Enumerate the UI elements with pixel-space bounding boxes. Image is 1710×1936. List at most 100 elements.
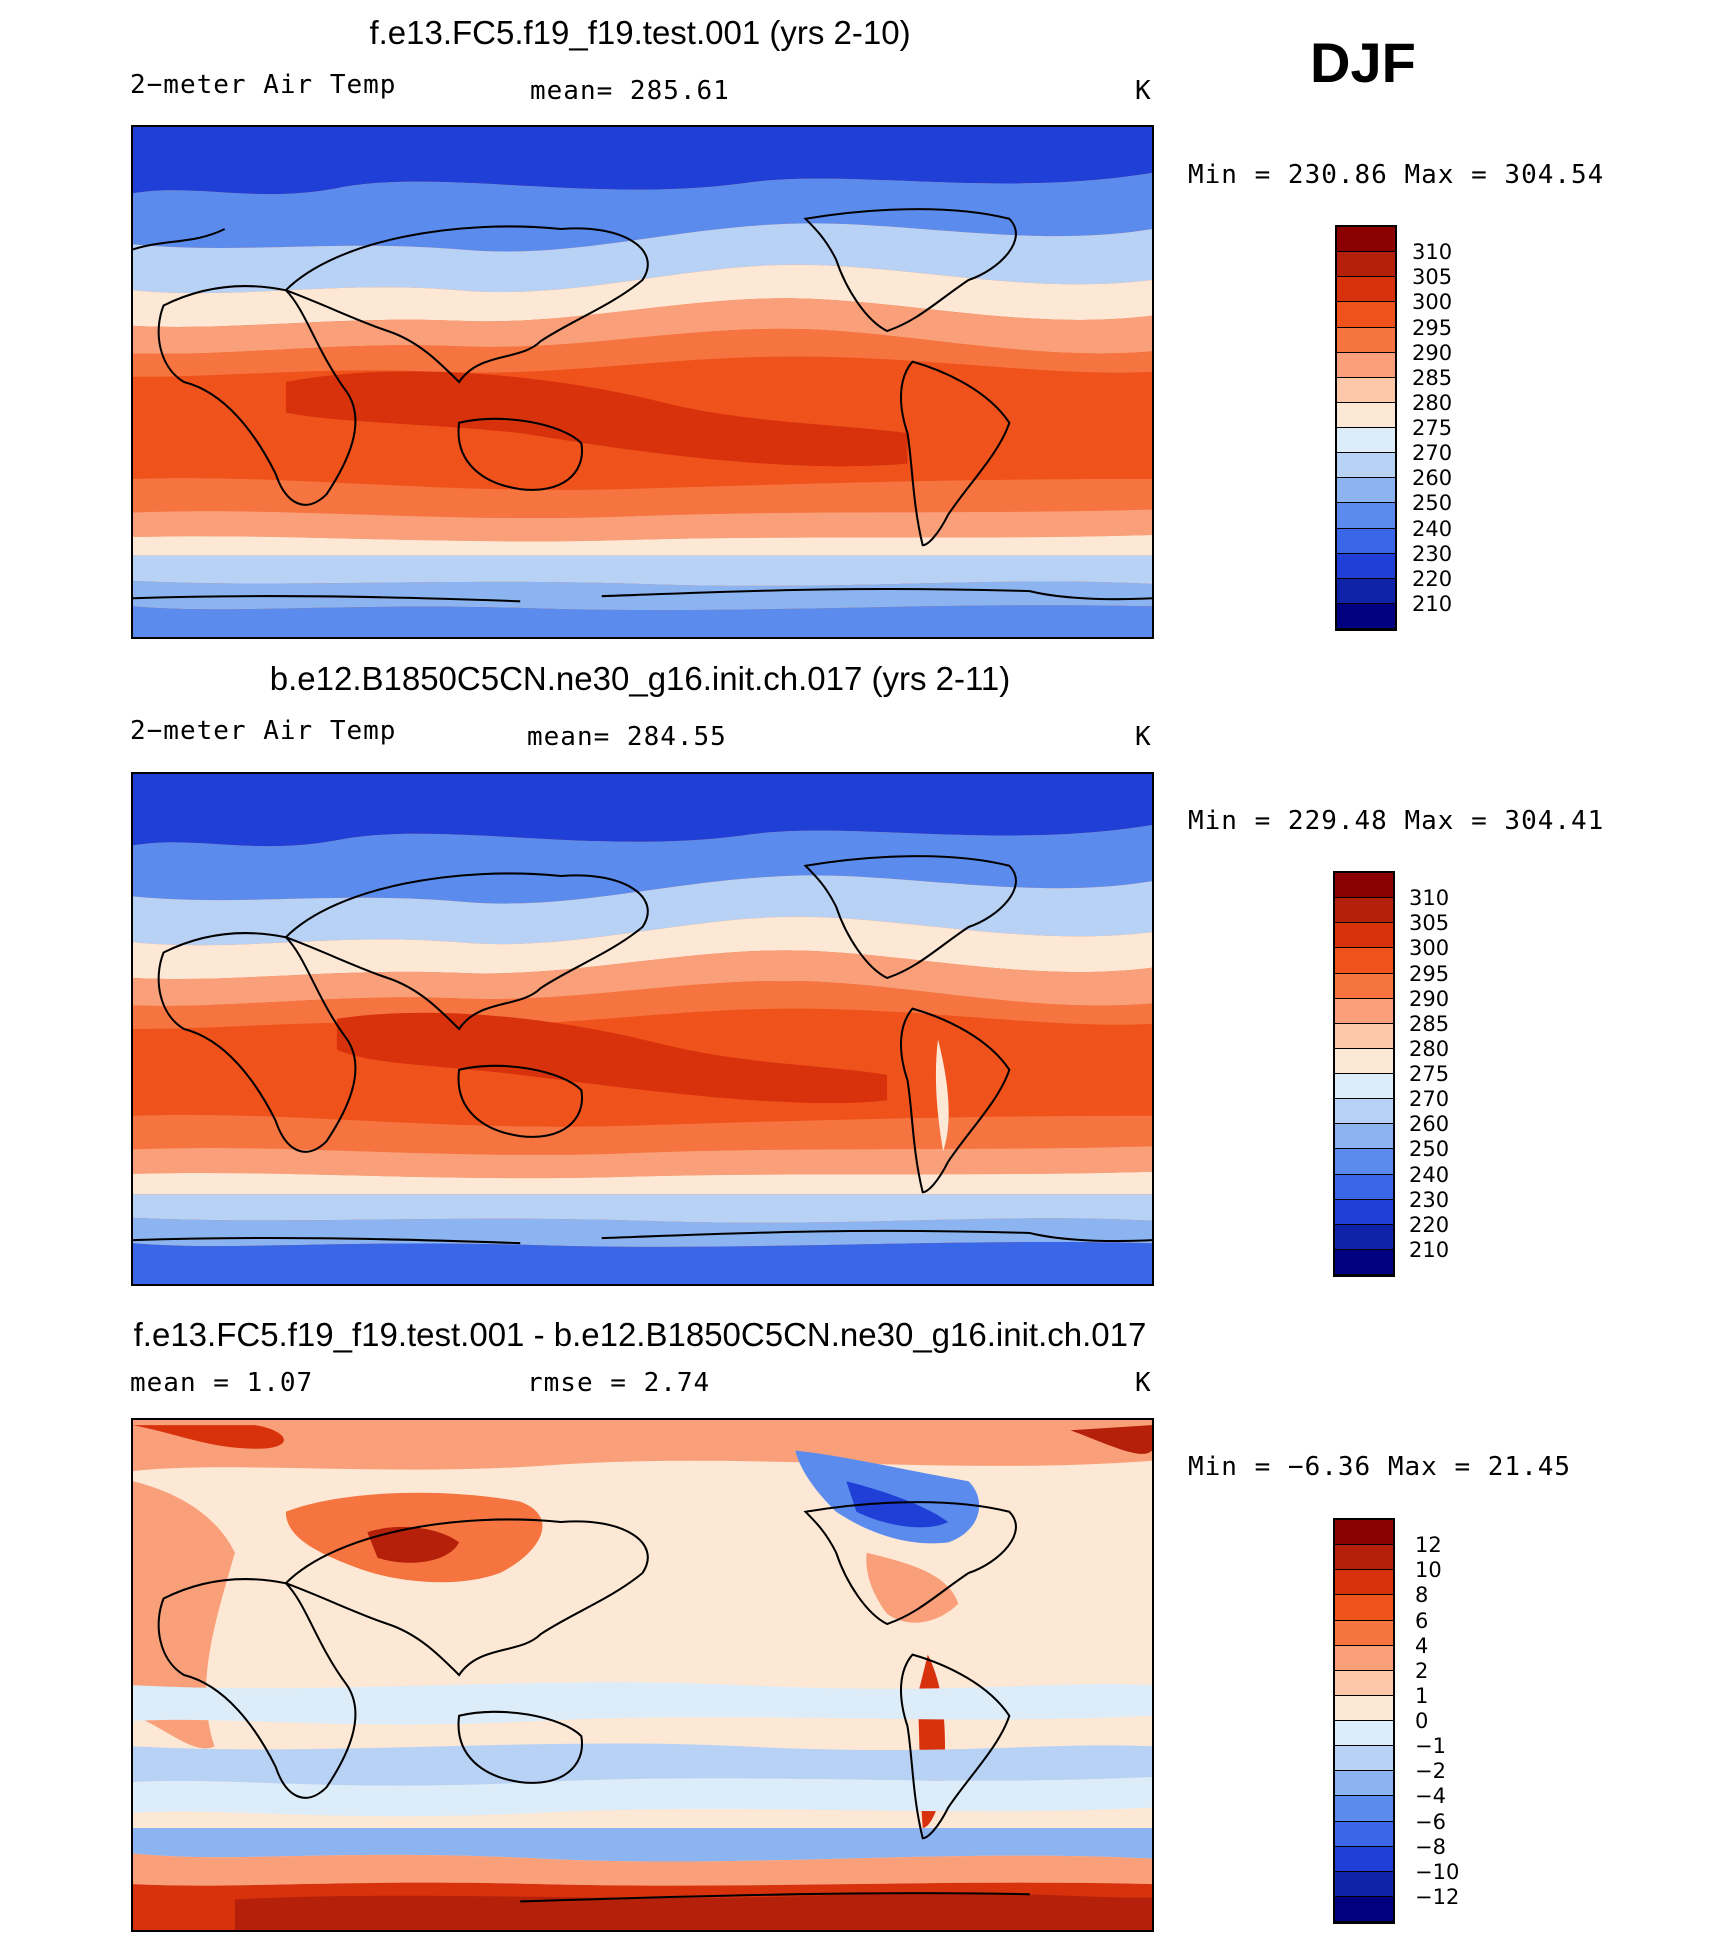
panel-3-rmse-label: rmse = 2.74 xyxy=(527,1368,711,1398)
panel-3-colorbar-bin xyxy=(1335,1695,1393,1721)
panel-3-colorbar-bin xyxy=(1335,1721,1393,1747)
panel-3-colorbar-tick-label: 8 xyxy=(1415,1583,1429,1608)
panel-1-colorbar-tick-label: 280 xyxy=(1412,390,1453,415)
panel-2-colorbar-bin xyxy=(1335,1149,1393,1175)
panel-2-colorbar-bin xyxy=(1335,1023,1393,1049)
panel-1-colorbar-tick-label: 230 xyxy=(1412,541,1453,566)
panel-3-colorbar-bin xyxy=(1335,1670,1393,1696)
panel-3-colorbar-tick-label: 4 xyxy=(1415,1633,1429,1658)
panel-2-colorbar-tick-label: 285 xyxy=(1409,1011,1450,1036)
panel-1-colorbar-bin xyxy=(1337,227,1395,253)
panel-2-colorbar-tick-label: 275 xyxy=(1409,1062,1450,1086)
panel-2-colorbar-tick-label: 220 xyxy=(1409,1212,1450,1237)
panel-2-colorbar-bin xyxy=(1335,1124,1393,1150)
panel-1-colorbar-tick-label: 275 xyxy=(1412,416,1453,440)
panel-2-colorbar-bin xyxy=(1335,1174,1393,1200)
panel-2-colorbar-tick-label: 300 xyxy=(1409,936,1450,961)
panel-3-colorbar-tick-label: −2 xyxy=(1415,1759,1446,1784)
panel-3-colorbar-tick-label: 10 xyxy=(1415,1558,1442,1583)
panel-1-colorbar-bin xyxy=(1337,302,1395,328)
panel-2-colorbar-bin xyxy=(1335,1199,1393,1225)
panel-3-colorbar-bin xyxy=(1335,1846,1393,1872)
panel-3-colorbar-bin xyxy=(1335,1796,1393,1822)
panel-1-colorbar-tick-label: 210 xyxy=(1412,591,1453,616)
panel-1-colorbar-bin xyxy=(1337,503,1395,529)
panel-3-colorbar-bin xyxy=(1335,1570,1393,1596)
panel-3-title: f.e13.FC5.f19_f19.test.001 - b.e12.B1850… xyxy=(133,1316,1147,1353)
panel-2-colorbar-bin xyxy=(1335,998,1393,1024)
panel-1-colorbar-tick-label: 290 xyxy=(1412,340,1453,365)
panel-2-colorbar-tick-label: 240 xyxy=(1409,1162,1450,1187)
panel-1-title: f.e13.FC5.f19_f19.test.001 (yrs 2-10) xyxy=(369,14,911,51)
panel-1-mean-label: mean= 285.61 xyxy=(530,76,730,106)
panel-2-colorbar-tick-label: 305 xyxy=(1409,911,1450,936)
panel-1-minmax-label: Min = 230.86 Max = 304.54 xyxy=(1188,160,1605,190)
panel-3-colorbar-bin xyxy=(1335,1896,1393,1922)
panel-3-colorbar-tick-label: −1 xyxy=(1415,1734,1446,1759)
panel-2-colorbar-tick-label: 280 xyxy=(1409,1036,1450,1061)
panel-2-colorbar-bin xyxy=(1335,1249,1393,1275)
panel-1-colorbar-bin xyxy=(1337,402,1395,428)
panel-3-colorbar-bin xyxy=(1335,1545,1393,1571)
panel-2-colorbar-tick-label: 295 xyxy=(1409,961,1450,986)
panel-1-colorbar-tick-label: 260 xyxy=(1412,466,1453,491)
panel-1-colorbar-tick-label: 220 xyxy=(1412,566,1453,591)
panel-2-variable-label: 2−meter Air Temp xyxy=(130,716,397,746)
panel-2-minmax-label: Min = 229.48 Max = 304.41 xyxy=(1188,806,1605,836)
panel-3-units-label: K xyxy=(1135,1368,1152,1398)
panel-1-colorbar-bin xyxy=(1337,352,1395,378)
panel-2-temperature-field xyxy=(133,774,1152,1284)
panel-3-colorbar-tick-label: −10 xyxy=(1415,1859,1460,1884)
panel-3-colorbar-tick-label: 2 xyxy=(1415,1658,1429,1683)
panel-1-variable-label: 2−meter Air Temp xyxy=(130,70,397,100)
panel-3-colorbar-bin xyxy=(1335,1595,1393,1621)
panel-3-colorbar-tick-label: −8 xyxy=(1415,1834,1446,1859)
panel-1-temperature-field xyxy=(133,127,1152,637)
panel-1-colorbar-bin xyxy=(1337,528,1395,554)
panel-2-colorbar-tick-label: 250 xyxy=(1409,1137,1450,1162)
panel-1-colorbar-bin xyxy=(1337,252,1395,278)
panel-2-colorbar xyxy=(1333,871,1395,1277)
panel-3-map xyxy=(131,1418,1154,1932)
panel-1-colorbar-bin xyxy=(1337,603,1395,629)
panel-2-colorbar-bin xyxy=(1335,898,1393,924)
panel-1-colorbar-bin xyxy=(1337,377,1395,403)
panel-2-colorbar-tick-label: 310 xyxy=(1409,886,1450,911)
panel-3-colorbar-tick-label: −12 xyxy=(1415,1884,1460,1909)
panel-1-colorbar-bin xyxy=(1337,327,1395,353)
panel-2-colorbar-bin xyxy=(1335,923,1393,949)
season-label: DJF xyxy=(1310,31,1416,94)
panel-1-colorbar-tick-label: 285 xyxy=(1412,365,1453,390)
panel-2-map xyxy=(131,772,1154,1286)
panel-2-colorbar-bin xyxy=(1335,948,1393,974)
panel-1-colorbar-bin xyxy=(1337,428,1395,454)
panel-1-map xyxy=(131,125,1154,639)
panel-3-colorbar-tick-label: 1 xyxy=(1415,1683,1429,1708)
panel-1-units-label: K xyxy=(1135,76,1152,106)
panel-2-colorbar-bin xyxy=(1335,1048,1393,1074)
panel-3-colorbar-bin xyxy=(1335,1645,1393,1671)
panel-1-colorbar-tick-label: 305 xyxy=(1412,265,1453,290)
panel-2-colorbar-bin xyxy=(1335,973,1393,999)
panel-3-colorbar-bin xyxy=(1335,1520,1393,1546)
panel-3-colorbar-tick-label: −6 xyxy=(1415,1809,1446,1834)
panel-1-colorbar-bin xyxy=(1337,578,1395,604)
panel-1-colorbar-bin xyxy=(1337,553,1395,579)
panel-3-colorbar-bin xyxy=(1335,1871,1393,1897)
panel-3-colorbar-tick-label: −4 xyxy=(1415,1784,1446,1809)
panel-1-colorbar-bin xyxy=(1337,277,1395,303)
panel-1-colorbar-tick-label: 240 xyxy=(1412,516,1453,541)
panel-2-colorbar-bin xyxy=(1335,873,1393,899)
panel-2-colorbar-tick-label: 290 xyxy=(1409,986,1450,1011)
panel-1-colorbar-tick-label: 310 xyxy=(1412,240,1453,265)
panel-3-colorbar-tick-label: 0 xyxy=(1415,1709,1429,1733)
panel-1-colorbar-tick-label: 250 xyxy=(1412,491,1453,516)
panel-1-colorbar-bin xyxy=(1337,478,1395,504)
panel-1-colorbar-tick-label: 270 xyxy=(1412,441,1453,466)
panel-3-difference-field xyxy=(133,1420,1152,1930)
panel-3-colorbar-bin xyxy=(1335,1771,1393,1797)
panel-2-colorbar-bin xyxy=(1335,1074,1393,1100)
panel-3-mean-label: mean = 1.07 xyxy=(130,1368,314,1398)
panel-1-colorbar-tick-label: 300 xyxy=(1412,290,1453,315)
panel-3-colorbar-tick-label: 6 xyxy=(1415,1608,1429,1633)
